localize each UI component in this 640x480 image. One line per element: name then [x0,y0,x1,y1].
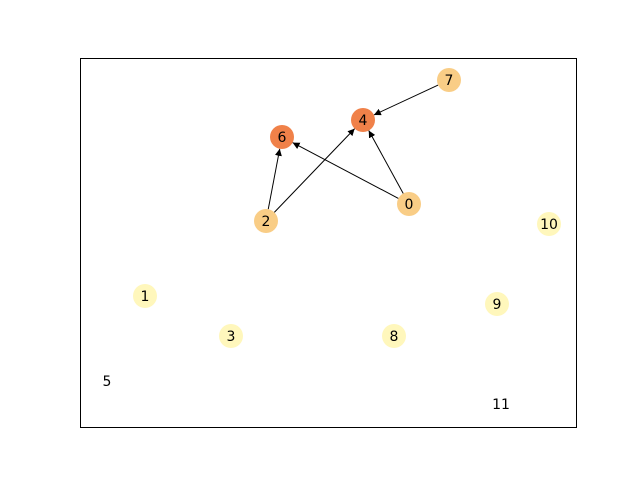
node-3-label: 3 [227,329,236,345]
node-2: 2 [254,209,278,233]
edge-0-to-4 [368,130,404,194]
node-9-label: 9 [493,297,502,313]
node-3-circle [219,324,243,348]
node-4-circle [351,108,375,132]
edge-7-to-4 [373,84,439,116]
node-10: 10 [537,212,561,236]
node-8-circle [382,324,406,348]
nodes-layer: 0 1 2 3 4 5 6 7 8 9 10 11 [103,68,561,413]
node-3: 3 [219,324,243,348]
node-1-label: 1 [141,289,150,305]
node-6-label: 6 [278,130,287,146]
node-8: 8 [382,324,406,348]
node-2-label: 2 [262,214,271,230]
node-8-label: 8 [390,329,399,345]
node-5-label: 5 [103,374,112,390]
node-6-circle [270,125,294,149]
edges-layer [267,84,439,213]
node-7: 7 [437,68,461,92]
node-4-label: 4 [359,113,368,129]
node-10-circle [537,212,561,236]
edge-0-to-6 [292,142,399,199]
node-9: 9 [485,292,509,316]
plot-frame [80,58,577,428]
edge-2-to-6 [267,148,282,210]
node-7-circle [437,68,461,92]
node-6: 6 [270,125,294,149]
node-5: 5 [103,374,112,390]
node-0: 0 [397,192,421,216]
node-11: 11 [492,397,510,413]
node-10-label: 10 [540,217,558,233]
node-0-circle [397,192,421,216]
node-11-label: 11 [492,397,510,413]
node-4: 4 [351,108,375,132]
node-1-circle [133,284,157,308]
edge-2-to-4 [273,128,356,213]
node-1: 1 [133,284,157,308]
node-9-circle [485,292,509,316]
node-0-label: 0 [405,197,414,213]
node-7-label: 7 [445,73,454,89]
node-2-circle [254,209,278,233]
